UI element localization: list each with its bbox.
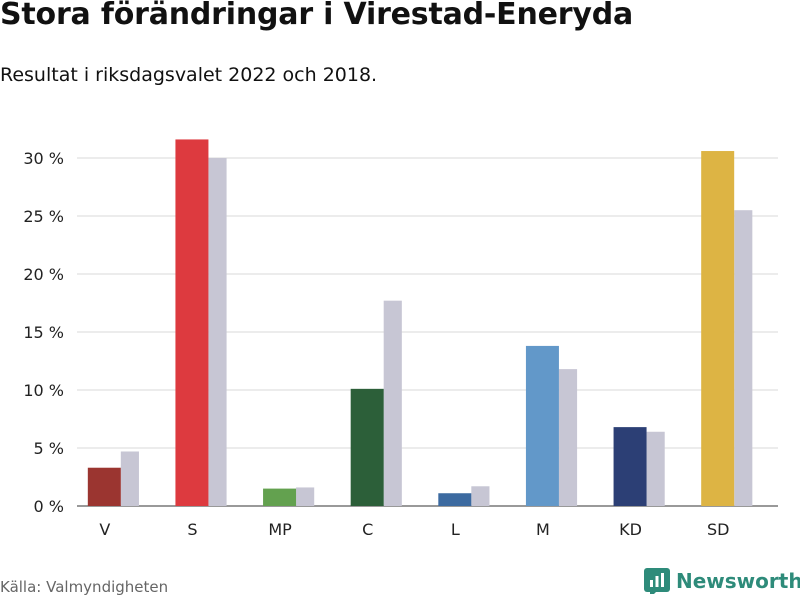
x-tick-label: V bbox=[99, 520, 110, 539]
x-tick-label: KD bbox=[619, 520, 642, 539]
y-tick-label: 30 % bbox=[23, 149, 64, 168]
bar-2018-c bbox=[383, 300, 402, 506]
y-tick-label: 0 % bbox=[34, 497, 64, 516]
y-tick-label: 25 % bbox=[23, 207, 64, 226]
x-tick-label: MP bbox=[268, 520, 292, 539]
x-tick-label: L bbox=[451, 520, 460, 539]
newsworthy-logo-icon bbox=[644, 568, 670, 594]
bar-2018-v bbox=[120, 451, 139, 506]
bar-2022-l bbox=[438, 493, 472, 506]
x-tick-label: SD bbox=[707, 520, 729, 539]
x-tick-label: M bbox=[536, 520, 550, 539]
bar-2022-kd bbox=[613, 427, 647, 506]
chart-title: Stora förändringar i Virestad-Eneryda bbox=[0, 0, 634, 32]
y-tick-label: 5 % bbox=[34, 439, 64, 458]
bar-2018-kd bbox=[646, 431, 665, 506]
x-tick-label: S bbox=[187, 520, 197, 539]
bar-2018-l bbox=[471, 486, 490, 506]
source-note: Källa: Valmyndigheten bbox=[0, 578, 169, 596]
brand-logo: Newsworthy bbox=[644, 568, 800, 594]
x-tick-label: C bbox=[362, 520, 373, 539]
bar-2022-s bbox=[175, 139, 209, 506]
bar-2018-s bbox=[208, 158, 227, 506]
bar-2018-sd bbox=[734, 210, 753, 506]
bar-chart: 0 % 5 % 10 % 15 % 20 % 25 % 30 % V S MP C L M KD SD bbox=[23, 139, 778, 539]
bar-2022-v bbox=[87, 467, 121, 506]
y-tick-label: 15 % bbox=[23, 323, 64, 342]
bar-2022-sd bbox=[701, 151, 735, 507]
brand-name: Newsworthy bbox=[676, 569, 800, 593]
y-tick-label: 20 % bbox=[23, 265, 64, 284]
bar-2022-m bbox=[525, 345, 559, 506]
bar-2018-mp bbox=[296, 487, 315, 506]
y-tick-label: 10 % bbox=[23, 381, 64, 400]
bar-2022-mp bbox=[263, 488, 297, 506]
bar-2022-c bbox=[350, 388, 384, 506]
bar-2018-m bbox=[558, 369, 578, 506]
chart-subtitle: Resultat i riksdagsvalet 2022 och 2018. bbox=[0, 64, 378, 86]
